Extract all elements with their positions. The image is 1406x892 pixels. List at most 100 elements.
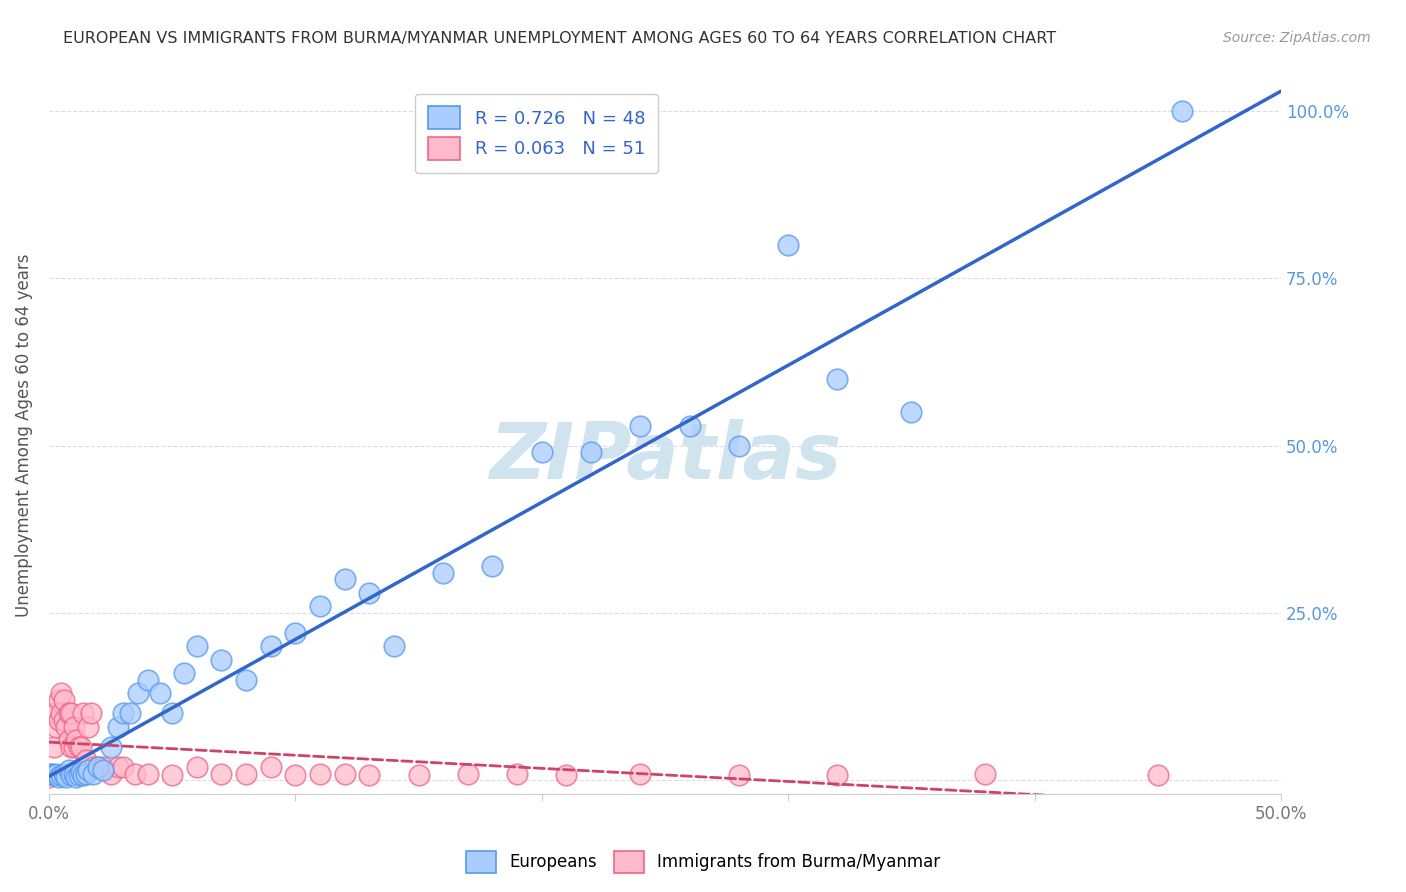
Point [579,445,602,459]
Point [211,766,233,780]
Point [260,640,283,654]
Point [58,733,80,747]
Point [555,768,578,782]
Point [87,760,110,774]
Point [827,372,849,386]
Point [333,573,356,587]
Point [55,770,77,784]
Point [42,768,65,782]
Point [309,766,332,780]
Point [38,770,60,784]
Point [77,720,100,734]
Point [91,760,114,774]
Point [728,439,751,453]
Point [778,237,800,252]
Point [530,445,553,459]
Point [58,764,80,778]
Point [65,770,87,784]
Point [42,739,65,754]
Point [136,766,159,780]
Point [127,686,149,700]
Point [1146,768,1168,782]
Point [48,770,70,784]
Point [333,766,356,780]
Point [284,626,307,640]
Point [67,768,90,782]
Point [728,768,751,782]
Point [60,739,83,754]
Point [111,706,134,721]
Point [51,686,73,700]
Point [359,768,381,782]
Point [45,706,67,721]
Point [211,653,233,667]
Point [100,739,122,754]
Point [80,706,103,721]
Point [186,640,208,654]
Text: Source: ZipAtlas.com: Source: ZipAtlas.com [1223,31,1371,45]
Point [70,765,93,780]
Point [60,768,83,782]
Point [58,706,80,721]
Point [77,764,100,778]
Point [72,768,94,782]
Point [62,720,84,734]
Point [87,760,110,774]
Text: EUROPEAN VS IMMIGRANTS FROM BURMA/MYANMAR UNEMPLOYMENT AMONG AGES 60 TO 64 YEARS: EUROPEAN VS IMMIGRANTS FROM BURMA/MYANMA… [63,31,1056,46]
Point [432,566,454,580]
Point [173,666,195,681]
Point [678,418,700,433]
Point [900,405,922,419]
Point [359,586,381,600]
Point [67,739,90,754]
Point [62,739,84,754]
Point [628,418,651,433]
Point [124,766,146,780]
Point [186,760,208,774]
Legend: R = 0.726   N = 48, R = 0.063   N = 51: R = 0.726 N = 48, R = 0.063 N = 51 [415,94,658,172]
Point [75,753,97,767]
Point [260,760,283,774]
Point [70,739,93,754]
Point [91,764,114,778]
Point [52,693,75,707]
Point [235,673,257,687]
Point [41,766,63,780]
Point [45,766,67,780]
Point [481,559,503,574]
Point [309,599,332,614]
Text: ZIPatlas: ZIPatlas [489,419,841,495]
Point [506,766,529,780]
Point [827,768,849,782]
Point [107,720,129,734]
Point [62,766,84,780]
Point [136,673,159,687]
Point [52,713,75,727]
Point [60,706,83,721]
Point [100,766,122,780]
Point [235,766,257,780]
Point [382,640,405,654]
Point [82,766,104,780]
Point [52,766,75,780]
Y-axis label: Unemployment Among Ages 60 to 64 years: Unemployment Among Ages 60 to 64 years [15,254,32,617]
Point [82,760,104,774]
Point [55,720,77,734]
Point [284,768,307,782]
Point [628,766,651,780]
Point [457,766,479,780]
Point [160,706,183,721]
Point [65,733,87,747]
Point [408,768,430,782]
Point [149,686,172,700]
Point [75,766,97,780]
Point [45,720,67,734]
Point [51,768,73,782]
Point [107,760,129,774]
Point [41,766,63,780]
Point [72,706,94,721]
Point [111,760,134,774]
Point [974,766,997,780]
Point [160,768,183,782]
Point [120,706,142,721]
